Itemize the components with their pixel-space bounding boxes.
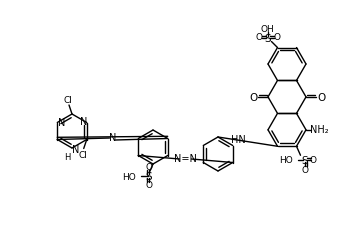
Text: S: S (301, 156, 308, 166)
Text: N=N: N=N (174, 153, 197, 163)
Text: N: N (80, 116, 87, 126)
Text: O: O (255, 33, 262, 42)
Text: HO: HO (279, 155, 293, 164)
Text: H: H (64, 152, 70, 161)
Text: N: N (57, 117, 65, 127)
Text: O: O (273, 33, 280, 42)
Text: Cl: Cl (64, 95, 73, 104)
Text: S: S (146, 171, 152, 181)
Text: O: O (145, 181, 153, 190)
Text: O: O (310, 155, 317, 164)
Text: O: O (249, 92, 257, 103)
Text: O: O (145, 163, 153, 172)
Text: N: N (72, 144, 80, 154)
Text: O: O (302, 165, 309, 174)
Text: N: N (109, 133, 116, 142)
Text: O: O (317, 92, 325, 103)
Text: HN: HN (231, 134, 246, 144)
Text: OH: OH (261, 25, 274, 34)
Text: NH₂: NH₂ (310, 124, 328, 134)
Text: HO: HO (122, 172, 136, 181)
Text: S: S (264, 34, 271, 43)
Text: Cl: Cl (78, 150, 87, 159)
